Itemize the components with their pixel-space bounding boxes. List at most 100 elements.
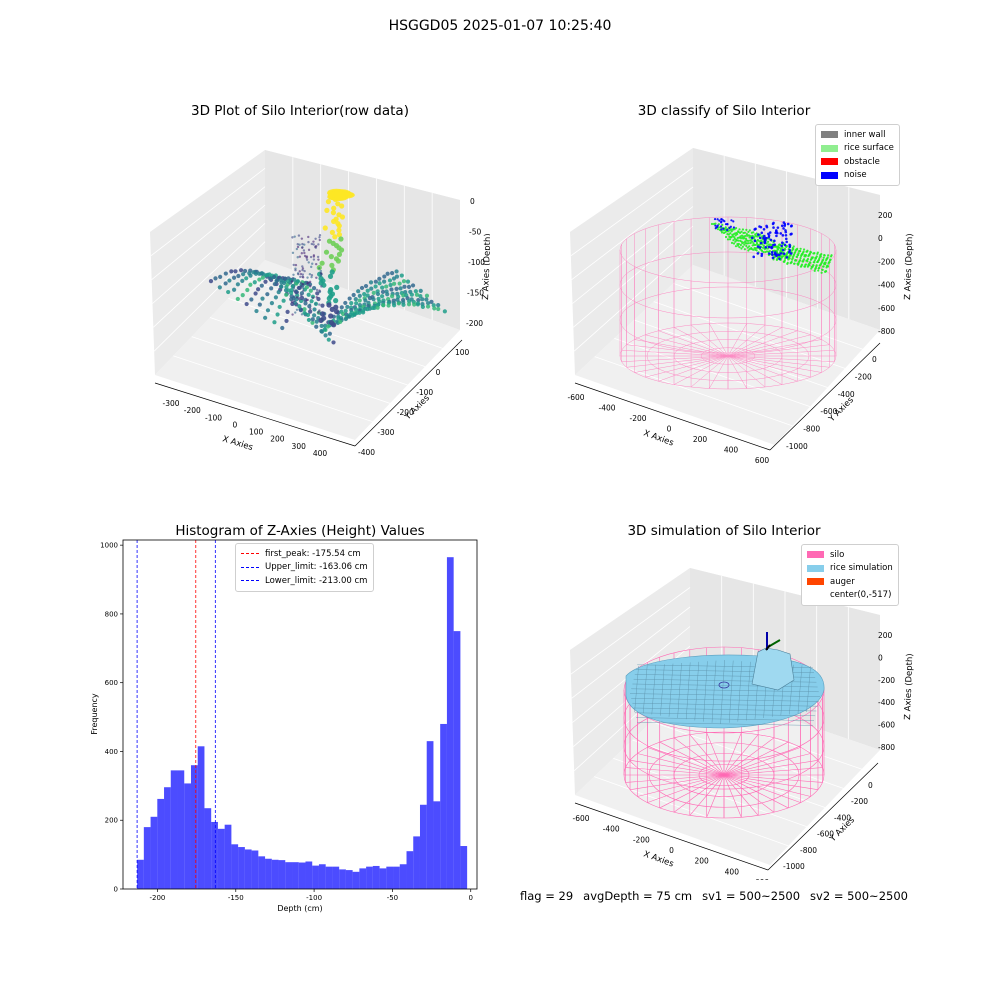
data-point <box>333 309 340 315</box>
data-point <box>416 298 421 303</box>
legend-swatch <box>807 591 824 599</box>
data-point <box>300 313 304 316</box>
data-point <box>327 273 334 279</box>
histogram-y-ticks: 0 200 400 600 800 1000 <box>100 542 123 894</box>
data-point <box>380 285 385 290</box>
data-point <box>390 270 395 276</box>
noise-point <box>728 226 731 230</box>
rice-surface-point <box>814 256 817 260</box>
data-point <box>295 296 299 299</box>
rice-surface-point <box>767 243 770 246</box>
rice-surface-point <box>746 246 749 249</box>
gridline <box>614 337 811 408</box>
gridline <box>152 204 266 304</box>
panel2-zlabel: Z Axies (Depth) <box>903 233 915 300</box>
data-point <box>386 303 391 308</box>
data-point <box>314 302 317 305</box>
data-point <box>236 273 241 279</box>
rice-surface-point <box>737 230 740 234</box>
rice-surface-point <box>739 243 742 247</box>
rice-surface-point <box>810 265 813 268</box>
data-point <box>306 292 311 297</box>
noise-point <box>762 236 765 240</box>
data-point <box>301 273 305 276</box>
legend-label: Upper_limit: -163.06 cm <box>265 562 368 573</box>
rice-surface-point <box>736 236 739 240</box>
legend-swatch <box>807 564 824 572</box>
histogram-bar <box>305 861 313 889</box>
data-point <box>300 286 303 289</box>
data-point <box>263 315 268 320</box>
noise-point <box>726 228 729 232</box>
data-point <box>292 295 295 299</box>
histogram-bar <box>446 557 454 889</box>
rice-surface-point <box>761 246 765 249</box>
data-point <box>309 285 312 288</box>
rice-surface-point <box>786 262 789 265</box>
data-point <box>363 283 369 289</box>
noise-point <box>758 246 762 249</box>
data-point <box>425 301 431 306</box>
data-point <box>397 281 402 286</box>
data-point <box>312 255 316 258</box>
rice-surface-point <box>799 254 803 258</box>
y-tick-label: -600 <box>820 407 837 416</box>
noise-point <box>784 234 788 237</box>
data-point <box>240 278 245 283</box>
data-point <box>263 279 268 284</box>
rice-surface-point <box>734 245 738 248</box>
legend-item-obstacle: obstacle <box>821 155 894 169</box>
rice-surface-point <box>753 247 756 250</box>
data-point <box>244 276 249 281</box>
rice-surface-point <box>817 267 820 270</box>
histogram-bar <box>170 770 178 889</box>
data-point <box>332 234 338 240</box>
panel2-gridlines <box>570 155 863 427</box>
data-point <box>290 301 295 307</box>
data-point <box>420 297 425 302</box>
rice-surface-point <box>813 269 816 272</box>
histogram-bar <box>339 869 346 889</box>
surface-mesh-line <box>660 664 665 716</box>
histogram-bar <box>352 871 360 889</box>
data-point <box>318 236 321 239</box>
rice-surface-point <box>806 265 809 268</box>
data-point <box>240 293 245 298</box>
rice-surface-point <box>724 226 727 229</box>
data-point <box>382 274 387 279</box>
data-point <box>409 292 414 297</box>
rice-surface-point <box>750 231 753 234</box>
noise-point <box>771 256 775 260</box>
noise-point <box>756 245 760 248</box>
noise-point <box>759 241 763 245</box>
data-point <box>309 299 314 304</box>
histogram-bar <box>325 866 333 889</box>
noise-point <box>722 227 725 230</box>
data-point <box>346 314 351 319</box>
histogram-bar <box>359 868 367 889</box>
data-point <box>329 191 348 199</box>
y-tick-label: -200 <box>851 797 868 806</box>
data-point <box>382 279 387 284</box>
rice-surface-point <box>823 254 826 257</box>
silo-floor-ring <box>646 331 810 381</box>
gridline <box>570 167 694 257</box>
data-point <box>403 289 408 295</box>
rice-surface-point <box>805 259 808 262</box>
data-point <box>223 281 228 286</box>
noise-point <box>780 244 783 248</box>
data-point <box>235 296 240 302</box>
data-point <box>336 232 342 238</box>
noise-point <box>730 219 733 222</box>
y-tick-label: 600 <box>105 679 118 687</box>
data-point <box>296 245 300 249</box>
data-point <box>431 303 436 308</box>
histogram-bar <box>298 862 306 889</box>
z-tick-label: -200 <box>466 319 483 328</box>
noise-point <box>729 225 732 228</box>
data-point <box>354 310 360 315</box>
panel1-point-cloud <box>208 188 447 345</box>
data-point <box>316 255 320 259</box>
data-point <box>257 277 262 282</box>
data-point <box>314 246 318 249</box>
